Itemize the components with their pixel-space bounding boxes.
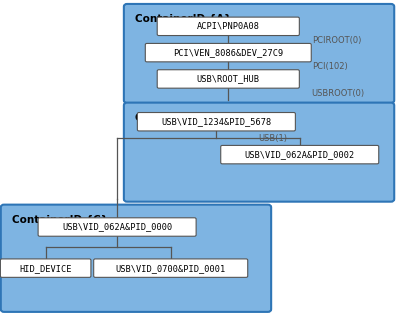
FancyBboxPatch shape <box>38 218 196 236</box>
FancyBboxPatch shape <box>137 113 295 131</box>
Text: PCIROOT(0): PCIROOT(0) <box>312 36 361 45</box>
Text: USB\VID_062A&PID_0000: USB\VID_062A&PID_0000 <box>62 222 172 232</box>
FancyBboxPatch shape <box>1 205 271 312</box>
Text: ACPI\PNP0A08: ACPI\PNP0A08 <box>197 22 260 31</box>
FancyBboxPatch shape <box>124 4 394 103</box>
FancyBboxPatch shape <box>94 259 248 277</box>
FancyBboxPatch shape <box>157 70 299 88</box>
Text: PCI(102): PCI(102) <box>312 62 347 71</box>
Text: PCI\VEN_8086&DEV_27C9: PCI\VEN_8086&DEV_27C9 <box>173 48 283 57</box>
FancyBboxPatch shape <box>145 43 311 62</box>
Text: ContainerID {B}: ContainerID {B} <box>135 113 231 123</box>
Text: ContainerID {C}: ContainerID {C} <box>12 215 108 225</box>
Text: USB\ROOT_HUB: USB\ROOT_HUB <box>197 74 260 84</box>
Text: USBROOT(0): USBROOT(0) <box>312 89 365 98</box>
Text: HID_DEVICE: HID_DEVICE <box>19 264 72 273</box>
Text: USB\VID_062A&PID_0002: USB\VID_062A&PID_0002 <box>245 150 355 159</box>
FancyBboxPatch shape <box>0 259 91 277</box>
FancyBboxPatch shape <box>221 145 379 164</box>
FancyBboxPatch shape <box>157 17 299 36</box>
Text: USB\VID_0700&PID_0001: USB\VID_0700&PID_0001 <box>116 264 226 273</box>
Text: ContainerID {A}: ContainerID {A} <box>135 14 231 24</box>
FancyBboxPatch shape <box>124 103 394 202</box>
Text: USB\VID_1234&PID_5678: USB\VID_1234&PID_5678 <box>161 117 272 126</box>
Text: USB(1): USB(1) <box>258 134 287 143</box>
